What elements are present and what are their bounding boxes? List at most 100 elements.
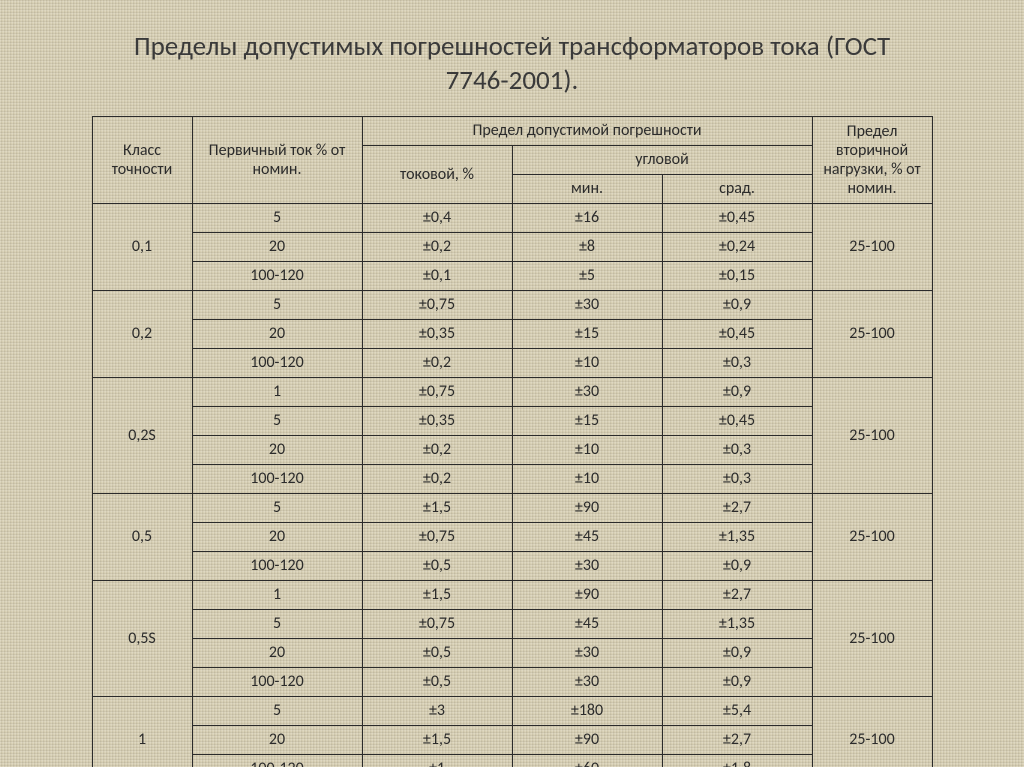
cell-angle-min: ±45 [512, 522, 662, 551]
cell-current-error: ±0,35 [362, 319, 512, 348]
cell-current-error: ±3 [362, 696, 512, 725]
cell-primary-current: 100-120 [192, 348, 362, 377]
cell-current-error: ±1 [362, 754, 512, 767]
col-current-error: токовой, % [362, 145, 512, 203]
table-row: 0,55±1,5±90±2,725-100 [92, 493, 932, 522]
cell-angle-srad: ±2,7 [662, 580, 812, 609]
cell-angle-min: ±30 [512, 638, 662, 667]
cell-current-error: ±0,35 [362, 406, 512, 435]
cell-current-error: ±0,5 [362, 638, 512, 667]
cell-current-error: ±0,2 [362, 464, 512, 493]
cell-current-error: ±0,2 [362, 435, 512, 464]
cell-angle-srad: ±5,4 [662, 696, 812, 725]
cell-current-error: ±0,75 [362, 290, 512, 319]
cell-angle-min: ±15 [512, 406, 662, 435]
cell-current-error: ±0,5 [362, 667, 512, 696]
cell-angle-srad: ±0,9 [662, 377, 812, 406]
table-row: 100-120±0,5±30±0,9 [92, 551, 932, 580]
cell-angle-min: ±30 [512, 290, 662, 319]
col-primary-current: Первичный ток % от номин. [192, 116, 362, 203]
table-row: 20±0,2±10±0,3 [92, 435, 932, 464]
cell-angle-srad: ±0,24 [662, 232, 812, 261]
cell-current-error: ±1,5 [362, 725, 512, 754]
cell-angle-srad: ±0,15 [662, 261, 812, 290]
cell-angle-min: ±5 [512, 261, 662, 290]
cell-current-error: ±1,5 [362, 580, 512, 609]
col-error-limit-group: Предел допустимой погрешности [362, 116, 812, 145]
cell-accuracy-class: 0,2 [92, 290, 192, 377]
cell-primary-current: 1 [192, 580, 362, 609]
cell-primary-current: 20 [192, 232, 362, 261]
page-title: Пределы допустимых погрешностей трансфор… [102, 30, 922, 98]
cell-angle-min: ±90 [512, 725, 662, 754]
cell-angle-srad: ±0,3 [662, 464, 812, 493]
cell-secondary-load: 25-100 [812, 203, 932, 290]
cell-secondary-load: 25-100 [812, 377, 932, 493]
cell-angle-srad: ±0,3 [662, 348, 812, 377]
cell-secondary-load: 25-100 [812, 290, 932, 377]
col-accuracy-class: Класс точности [92, 116, 192, 203]
table-row: 20±0,2±8±0,24 [92, 232, 932, 261]
table-row: 20±1,5±90±2,7 [92, 725, 932, 754]
cell-primary-current: 100-120 [192, 551, 362, 580]
col-angle-srad: срад. [662, 174, 812, 203]
table-row: 0,15±0,4±16±0,4525-100 [92, 203, 932, 232]
cell-primary-current: 20 [192, 725, 362, 754]
cell-primary-current: 5 [192, 696, 362, 725]
col-secondary-load: Предел вторичной нагрузки, % от номин. [812, 116, 932, 203]
cell-secondary-load: 25-100 [812, 580, 932, 696]
cell-primary-current: 100-120 [192, 754, 362, 767]
cell-primary-current: 5 [192, 290, 362, 319]
cell-angle-min: ±30 [512, 667, 662, 696]
cell-primary-current: 20 [192, 435, 362, 464]
cell-primary-current: 20 [192, 522, 362, 551]
cell-primary-current: 100-120 [192, 464, 362, 493]
cell-angle-min: ±45 [512, 609, 662, 638]
col-angle-min: мин. [512, 174, 662, 203]
cell-primary-current: 100-120 [192, 261, 362, 290]
table-row: 0,5S1±1,5±90±2,725-100 [92, 580, 932, 609]
cell-angle-min: ±30 [512, 377, 662, 406]
cell-primary-current: 100-120 [192, 667, 362, 696]
cell-current-error: ±0,75 [362, 522, 512, 551]
table-row: 0,25±0,75±30±0,925-100 [92, 290, 932, 319]
cell-secondary-load: 25-100 [812, 696, 932, 767]
cell-angle-min: ±180 [512, 696, 662, 725]
cell-angle-srad: ±2,7 [662, 725, 812, 754]
cell-angle-srad: ±0,9 [662, 638, 812, 667]
cell-angle-srad: ±0,9 [662, 667, 812, 696]
cell-angle-srad: ±0,45 [662, 319, 812, 348]
cell-primary-current: 1 [192, 377, 362, 406]
cell-angle-min: ±60 [512, 754, 662, 767]
table-header: Класс точности Первичный ток % от номин.… [92, 116, 932, 203]
table-row: 20±0,5±30±0,9 [92, 638, 932, 667]
cell-current-error: ±1,5 [362, 493, 512, 522]
cell-angle-srad: ±1,35 [662, 522, 812, 551]
cell-primary-current: 5 [192, 493, 362, 522]
cell-angle-srad: ±2,7 [662, 493, 812, 522]
cell-secondary-load: 25-100 [812, 493, 932, 580]
cell-accuracy-class: 0,1 [92, 203, 192, 290]
error-limits-table: Класс точности Первичный ток % от номин.… [92, 116, 933, 767]
cell-angle-min: ±10 [512, 464, 662, 493]
cell-primary-current: 5 [192, 406, 362, 435]
cell-current-error: ±0,75 [362, 609, 512, 638]
cell-angle-srad: ±0,9 [662, 290, 812, 319]
cell-angle-srad: ±0,9 [662, 551, 812, 580]
cell-angle-srad: ±0,45 [662, 406, 812, 435]
table-row: 20±0,35±15±0,45 [92, 319, 932, 348]
cell-current-error: ±0,5 [362, 551, 512, 580]
cell-current-error: ±0,75 [362, 377, 512, 406]
cell-angle-min: ±90 [512, 580, 662, 609]
cell-current-error: ±0,4 [362, 203, 512, 232]
cell-current-error: ±0,2 [362, 348, 512, 377]
cell-accuracy-class: 1 [92, 696, 192, 767]
table-row: 100-120±0,1±5±0,15 [92, 261, 932, 290]
cell-primary-current: 20 [192, 638, 362, 667]
table-row: 5±0,35±15±0,45 [92, 406, 932, 435]
cell-angle-srad: ±1,35 [662, 609, 812, 638]
cell-angle-min: ±15 [512, 319, 662, 348]
table-body: 0,15±0,4±16±0,4525-10020±0,2±8±0,24100-1… [92, 203, 932, 767]
table-row: 0,2S1±0,75±30±0,925-100 [92, 377, 932, 406]
cell-angle-srad: ±0,45 [662, 203, 812, 232]
